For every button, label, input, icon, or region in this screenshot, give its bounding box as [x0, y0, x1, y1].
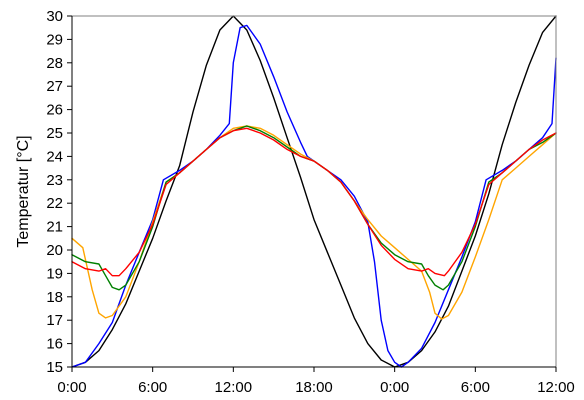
y-tick-label: 15	[46, 359, 63, 376]
series-line-2	[71, 24, 557, 368]
y-tick-label: 29	[46, 31, 63, 48]
y-tick-label: 16	[46, 336, 63, 353]
x-tick-label: 6:00	[138, 379, 167, 396]
x-tick-label: 18:00	[295, 379, 333, 396]
tick-layer: 15 16 17 18 19 20 21 22 23 24 25 26 27 28 29 30 0:00 6:00…	[46, 8, 574, 396]
y-tick-label: 23	[46, 172, 63, 189]
series-line-5	[71, 127, 557, 277]
series-line-1	[71, 15, 557, 368]
y-tick-label: 26	[46, 102, 63, 119]
series-line-4	[71, 125, 557, 291]
x-tick-label: 12:00	[537, 379, 575, 396]
y-tick-label: 19	[46, 265, 63, 282]
x-tick-label: 6:00	[461, 379, 490, 396]
x-tick-label: 0:00	[57, 379, 86, 396]
y-axis-label: Temperatur [°C]	[15, 135, 32, 247]
y-tick-label: 27	[46, 78, 63, 95]
y-tick-label: 25	[46, 125, 63, 142]
y-tick-label: 20	[46, 242, 63, 259]
y-tick-label: 22	[46, 195, 63, 212]
series-layer	[71, 15, 557, 368]
x-tick-label: 12:00	[215, 379, 253, 396]
series-line-3	[71, 125, 557, 320]
y-tick-label: 30	[46, 8, 63, 25]
y-tick-label: 17	[46, 312, 63, 329]
x-tick-label: 0:00	[380, 379, 409, 396]
y-tick-label: 18	[46, 289, 63, 306]
y-tick-label: 24	[46, 148, 63, 165]
y-tick-label: 21	[46, 219, 63, 236]
y-tick-label: 28	[46, 55, 63, 72]
